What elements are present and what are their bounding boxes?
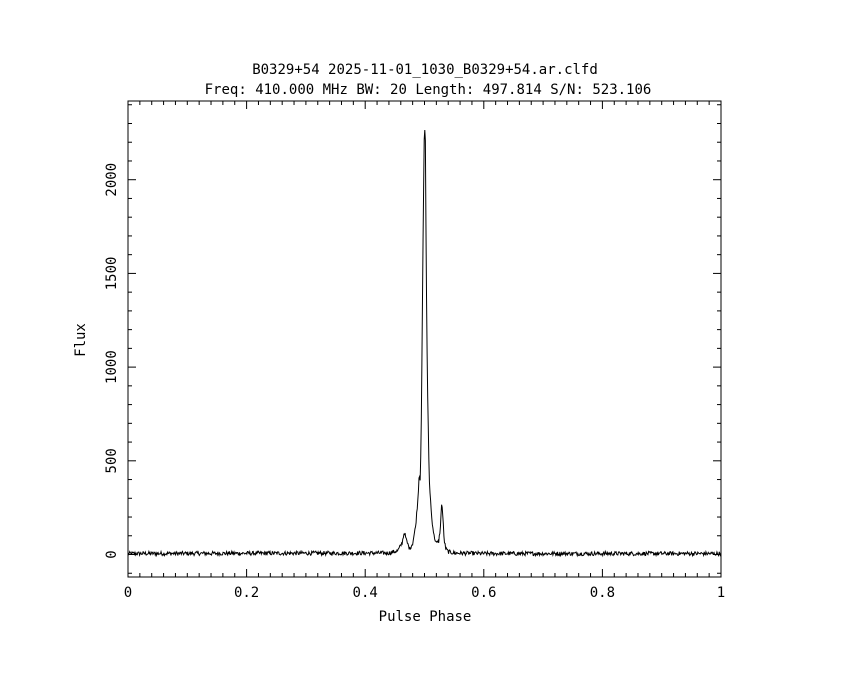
axis-ticks: [127, 101, 722, 577]
y-tick-label: 1500: [104, 257, 120, 291]
x-axis-label: Pulse Phase: [379, 609, 472, 625]
tick-labels: 0 0.2 0.4 0.6 0.8 1 0 500 1000 1500 2000: [104, 163, 725, 601]
x-tick-label: 0.8: [590, 585, 615, 601]
x-tick-label: 1: [717, 585, 725, 601]
y-tick-label: 1000: [104, 350, 120, 384]
chart-subtitle: Freq: 410.000 MHz BW: 20 Length: 497.814…: [205, 82, 652, 98]
x-tick-label: 0: [124, 585, 132, 601]
pulse-profile-line: [127, 130, 722, 558]
y-tick-label: 0: [104, 550, 120, 558]
chart-title: B0329+54 2025-11-01_1030_B0329+54.ar.clf…: [252, 62, 598, 78]
x-tick-label: 0.4: [353, 585, 378, 601]
x-tick-label: 0.2: [234, 585, 259, 601]
y-tick-label: 2000: [104, 163, 120, 197]
y-axis-label: Flux: [73, 323, 89, 357]
x-tick-label: 0.6: [471, 585, 496, 601]
data-series: [127, 130, 722, 558]
plot-frame: [127, 100, 722, 578]
y-tick-label: 500: [104, 448, 120, 473]
